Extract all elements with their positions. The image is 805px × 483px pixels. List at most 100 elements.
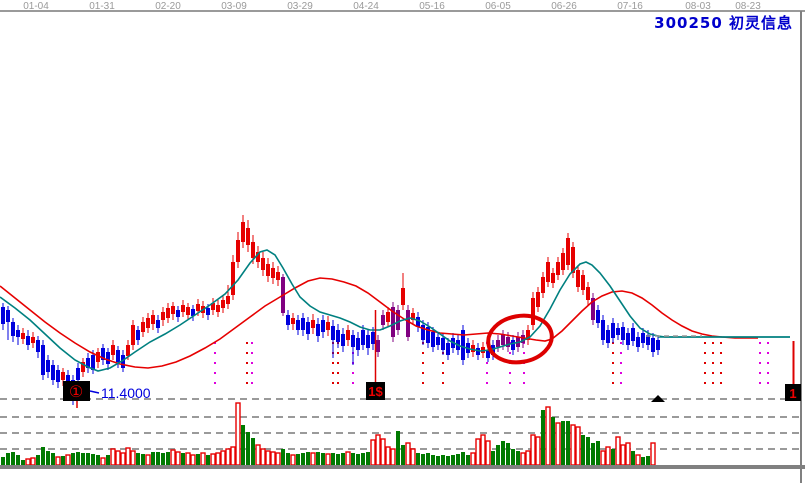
candle-body	[616, 328, 620, 335]
dotted-column-dot	[246, 372, 248, 374]
volume-bar	[185, 452, 191, 466]
signal-marker-2[interactable]: 1$	[366, 310, 385, 400]
volume-bar	[615, 436, 621, 466]
candle-body	[191, 309, 195, 316]
highlight-circle-annotation	[486, 313, 554, 365]
date-label: 06-05	[485, 1, 511, 12]
signal-marker-1[interactable]: ① 11.4000	[63, 381, 151, 408]
candle-body	[591, 298, 595, 320]
candle-body	[116, 350, 120, 362]
candle-body	[321, 320, 325, 332]
volume-bar	[511, 449, 515, 465]
candle-body	[326, 322, 330, 330]
volume-bar	[561, 421, 565, 465]
candle-body	[376, 340, 380, 352]
dotted-column-dot	[620, 342, 622, 344]
signal-marker-3[interactable]: 1	[785, 341, 801, 401]
candle-body	[56, 370, 60, 382]
volume-bar	[151, 452, 155, 465]
candle-body	[366, 335, 370, 348]
volume-bar	[361, 453, 365, 465]
volume-bar	[485, 440, 491, 466]
date-label: 06-26	[551, 1, 577, 12]
volume-bar	[480, 434, 486, 466]
candle-body	[606, 330, 610, 343]
volume-bar	[325, 453, 331, 466]
candle-body	[186, 307, 190, 315]
candle-body	[1, 307, 5, 324]
candle-body	[626, 333, 630, 345]
volume-bar	[446, 456, 450, 465]
volume-bar	[115, 450, 121, 466]
dotted-column-dot	[712, 342, 714, 344]
volume-bar	[631, 451, 635, 465]
candle-body	[146, 318, 150, 328]
dotted-column-dot	[620, 372, 622, 374]
candle-body	[511, 340, 515, 350]
dotted-column-dot	[720, 342, 722, 344]
volume-bar	[525, 450, 531, 466]
dotted-column-dot	[767, 352, 769, 354]
candle-body	[11, 322, 15, 336]
dotted-column-dot	[486, 372, 488, 374]
volume-bar	[181, 453, 185, 465]
volume-bar	[306, 452, 310, 465]
volume-bar	[356, 454, 360, 465]
volume-bar	[100, 457, 106, 466]
candle-body	[411, 313, 415, 320]
candle-body	[21, 333, 25, 339]
candle-body	[176, 310, 180, 317]
volume-bar	[591, 443, 595, 465]
dotted-column-dot	[214, 352, 216, 354]
candle-body	[261, 258, 265, 270]
dotted-column-dot	[712, 352, 714, 354]
price-label: 11.4000	[101, 385, 151, 401]
candle-body	[16, 330, 20, 337]
candle-body	[181, 305, 185, 312]
volume-bar	[220, 450, 226, 466]
candle-body	[286, 315, 290, 325]
candle-body	[211, 303, 215, 310]
candle-body	[311, 320, 315, 328]
dotted-column-dot	[246, 362, 248, 364]
volume-bar	[436, 456, 440, 465]
volume-bar	[625, 442, 631, 466]
dotted-column-dot	[442, 372, 444, 374]
marker-3-glyph: 1	[789, 386, 796, 401]
candle-body	[91, 355, 95, 370]
candle-body	[501, 335, 505, 345]
dotted-column-dot	[759, 382, 761, 384]
volume-bar	[611, 449, 615, 465]
candle-body	[296, 320, 300, 330]
candle-body	[356, 338, 360, 350]
candle-body	[301, 318, 305, 330]
dotted-column-dot	[612, 352, 614, 354]
candle-body	[346, 330, 350, 340]
volume-bar	[551, 417, 555, 465]
volume-bar	[200, 452, 206, 466]
volume-bar	[290, 454, 296, 466]
candle-body	[581, 275, 585, 290]
volume-bar	[316, 452, 320, 465]
volume-bar	[251, 438, 255, 465]
candle-body	[496, 340, 500, 347]
volume-bar	[230, 446, 236, 466]
volume-bar	[620, 444, 626, 466]
volume-bar	[86, 453, 90, 465]
volume-bar	[380, 438, 386, 466]
volume-bar	[421, 454, 425, 465]
dotted-column-dot	[712, 382, 714, 384]
volume-bar	[255, 444, 261, 466]
dotted-column-dot	[246, 352, 248, 354]
dotted-column-dot	[251, 382, 253, 384]
candle-body	[156, 320, 160, 328]
volume-bar	[336, 454, 340, 465]
candle-body	[256, 252, 260, 262]
volume-bar	[506, 443, 510, 465]
volume-bar	[41, 447, 45, 465]
candle-body	[541, 277, 545, 293]
date-label: 07-16	[617, 1, 643, 12]
candle-body	[536, 292, 540, 307]
volume-bar	[545, 406, 551, 466]
